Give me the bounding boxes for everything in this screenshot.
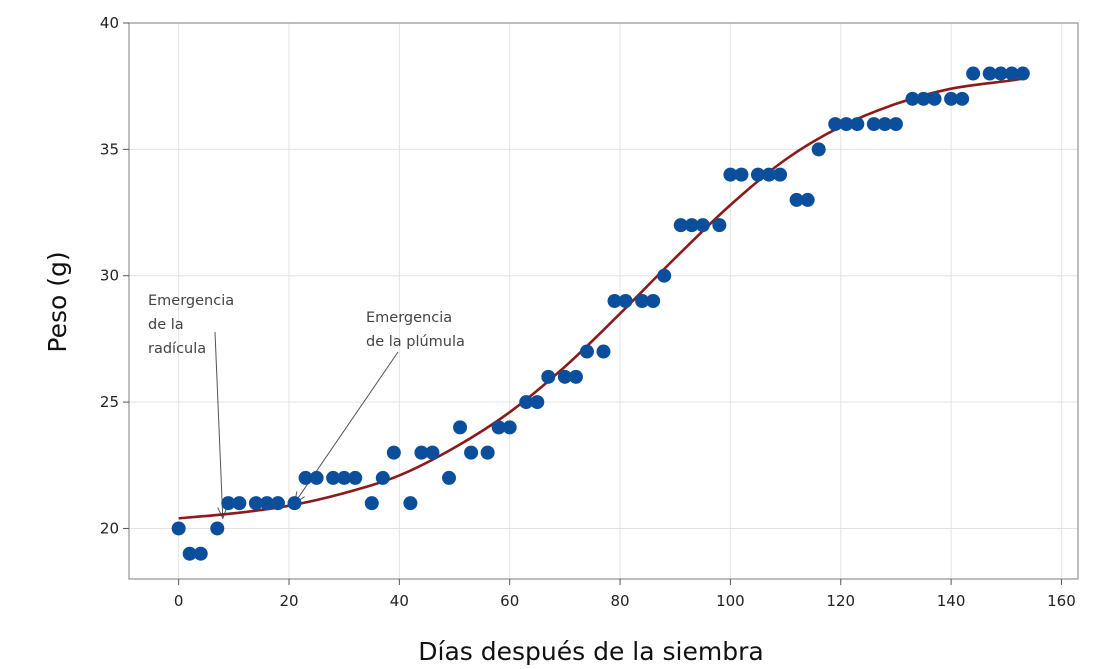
fit-curve	[178, 77, 1023, 520]
annotation-text: Emergencia	[148, 293, 234, 309]
data-point	[557, 369, 572, 384]
data-point	[850, 117, 865, 132]
data-point	[607, 294, 622, 308]
data-point	[800, 192, 815, 207]
data-point	[905, 91, 920, 106]
y-axis: 20 25 30 35 40	[100, 14, 129, 537]
data-point	[519, 395, 534, 410]
data-point	[888, 117, 903, 132]
x-tick-label: 20	[279, 592, 298, 610]
annotation-text: de la plúmula	[366, 334, 465, 350]
data-point	[618, 294, 633, 308]
data-point	[657, 268, 672, 283]
data-point	[828, 117, 843, 132]
data-point	[789, 192, 804, 207]
data-point	[568, 369, 583, 384]
annotation-text: de la	[148, 317, 184, 333]
data-point	[425, 445, 440, 460]
data-point	[944, 91, 959, 106]
x-tick-label: 100	[716, 592, 745, 610]
data-point	[348, 470, 363, 485]
data-point	[684, 218, 699, 233]
data-point	[232, 496, 247, 511]
data-point	[993, 66, 1008, 81]
y-tick-label: 20	[100, 519, 119, 537]
data-point	[337, 470, 352, 485]
data-point	[221, 496, 236, 511]
data-point	[712, 218, 727, 233]
data-point	[270, 496, 285, 511]
data-point	[966, 66, 981, 81]
data-point	[403, 496, 418, 511]
data-point	[982, 66, 997, 81]
y-axis-title: Peso (g)	[43, 251, 72, 352]
data-point	[541, 369, 556, 384]
x-tick-label: 80	[611, 592, 630, 610]
data-point	[259, 496, 274, 511]
x-tick-label: 160	[1047, 592, 1076, 610]
data-point	[916, 91, 931, 106]
x-axis: 0 20 40 60 80 100 120 140 160	[174, 579, 1076, 610]
data-point	[579, 344, 594, 359]
data-point	[182, 546, 197, 561]
data-point	[326, 470, 341, 485]
data-point	[502, 420, 517, 435]
data-point	[309, 470, 324, 485]
annotation-arrowhead	[217, 506, 228, 520]
y-tick-label: 40	[100, 14, 119, 32]
data-point	[210, 521, 225, 536]
grid	[129, 22, 1078, 579]
data-point	[287, 496, 302, 511]
data-point	[762, 167, 777, 182]
data-point	[171, 521, 186, 536]
data-point	[364, 496, 379, 511]
data-point	[811, 142, 826, 157]
x-tick-label: 60	[500, 592, 519, 610]
data-point	[646, 294, 661, 308]
data-point	[491, 420, 506, 435]
annotation-arrow	[214, 331, 224, 519]
data-point	[298, 470, 313, 485]
data-point	[635, 294, 650, 308]
x-tick-label: 140	[937, 592, 966, 610]
data-point	[723, 167, 738, 182]
plot-frame	[128, 22, 1079, 580]
data-point	[442, 470, 457, 485]
y-tick-label: 35	[100, 140, 119, 158]
x-tick-label: 40	[390, 592, 409, 610]
data-point	[695, 218, 710, 233]
data-point	[955, 91, 970, 106]
data-point	[877, 117, 892, 132]
y-tick-label: 25	[100, 393, 119, 411]
x-tick-label: 120	[826, 592, 855, 610]
data-points	[171, 66, 1030, 561]
y-tick-label: 30	[100, 267, 119, 285]
data-point	[734, 167, 749, 182]
data-point	[773, 167, 788, 182]
data-point	[480, 445, 495, 460]
data-point	[866, 117, 881, 132]
data-point	[839, 117, 854, 132]
data-point	[750, 167, 765, 182]
data-point	[375, 470, 390, 485]
data-point	[1015, 66, 1030, 81]
data-point	[414, 445, 429, 460]
annotations: Emergencia de la radícula Emergencia de la p…	[148, 293, 465, 520]
data-point	[386, 445, 401, 460]
data-point	[464, 445, 479, 460]
x-tick-label: 0	[174, 592, 184, 610]
data-point	[530, 395, 545, 410]
annotation-text: radícula	[148, 341, 206, 357]
data-point	[673, 218, 688, 233]
data-point	[927, 91, 942, 106]
x-axis-title: Días después de la siembra	[418, 637, 763, 666]
data-point	[1004, 66, 1019, 81]
data-point	[453, 420, 468, 435]
annotation-text: Emergencia	[366, 310, 452, 326]
data-point	[193, 546, 208, 561]
data-point	[596, 344, 611, 359]
data-point	[248, 496, 263, 511]
